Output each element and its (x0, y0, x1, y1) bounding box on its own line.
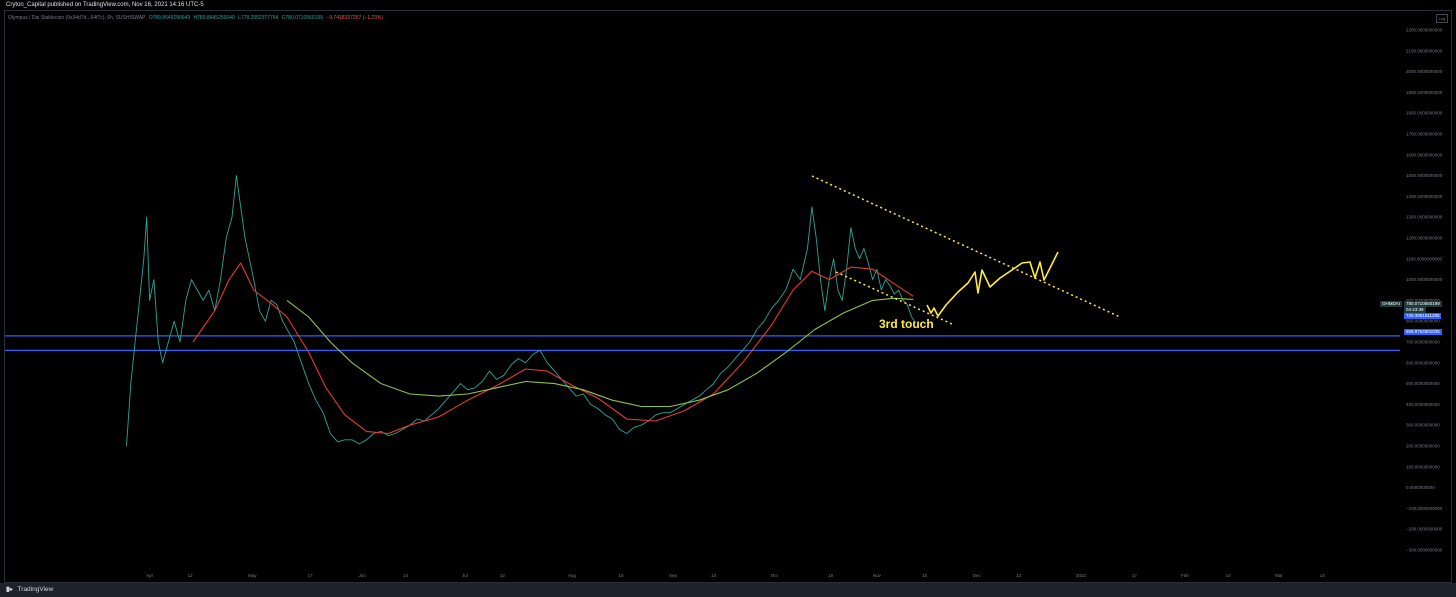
support-levels[interactable] (5, 335, 1400, 351)
x-tick-label: Jul (462, 573, 468, 578)
y-tick-label: 2000.0000000000 (1406, 69, 1443, 74)
y-tick-label: 1100.0000000000 (1406, 256, 1442, 261)
y-tick-label: 200.0000000000 (1406, 444, 1440, 449)
x-tick-label: 14 (1320, 573, 1326, 578)
y-tick-label: 0.0000000000 (1406, 485, 1435, 490)
upper-trendline (811, 175, 1121, 318)
x-tick-label: Nov (873, 573, 882, 578)
last-price-tag: 780.0710560199 (1404, 301, 1442, 307)
x-tick-label: 12 (500, 573, 506, 578)
y-tick-label: 500.0000000000 (1406, 381, 1440, 386)
series-lines[interactable] (126, 175, 917, 447)
projected-path-drawing (926, 251, 1059, 317)
y-tick-label: −200.0000000000 (1406, 527, 1443, 532)
y-tick-label: 400.0000000000 (1406, 402, 1440, 407)
y-tick-label: 2100.0000000000 (1406, 48, 1443, 53)
y-axis[interactable]: 2200.0000000000 2100.0000000000 2000.00000… (1406, 28, 1443, 553)
high-value: H789.8645256649 (193, 15, 235, 21)
x-axis[interactable]: Apr 12 May 17 Jun 14 Jul 12 Aug 16 Sep 13 Oct 18 Nov 15… (146, 573, 1325, 578)
y-tick-label: −100.0000000000 (1406, 506, 1443, 511)
symbol-tag: OHMDAI (1380, 301, 1402, 307)
x-tick-label: Aug (568, 573, 577, 578)
symbol-name: Olympus / Dai Stablecoin (0x34d7d...64f7… (8, 15, 146, 21)
third-touch-annotation: 3rd touch (879, 317, 934, 331)
x-tick-label: Feb (1181, 573, 1189, 578)
y-tick-label: 600.0000000000 (1406, 360, 1440, 365)
lower-level-tag: 659.8754801035 (1404, 329, 1442, 335)
y-tick-label: 700.0000000000 (1406, 340, 1440, 345)
y-tick-label: 1200.0000000000 (1406, 236, 1443, 241)
low-value: L778.2552377764 (238, 15, 279, 21)
footer-bar: ▮▸ TradingView (0, 583, 1456, 597)
y-tick-label: 1400.0000000000 (1406, 194, 1443, 199)
log-scale-button[interactable]: Log (1436, 14, 1448, 23)
x-tick-label: 17 (308, 573, 314, 578)
change-value: −9.7418327257 (−1.23%) (326, 15, 384, 21)
upper-level-tag: 729.3961611285 (1404, 313, 1442, 319)
publisher-header: Cryton_Capital published on TradingView.… (0, 0, 1456, 10)
footer-brand: TradingView (17, 586, 54, 593)
ma-fast-line (192, 262, 914, 435)
y-tick-label: 1500.0000000000 (1406, 173, 1443, 178)
x-tick-label: 18 (828, 573, 834, 578)
y-tick-label: 1800.0000000000 (1406, 111, 1443, 116)
y-tick-label: −300.0000000000 (1406, 548, 1443, 553)
y-tick-label: 1600.0000000000 (1406, 152, 1443, 157)
x-tick-label: 15 (922, 573, 928, 578)
x-tick-label: 13 (1016, 573, 1022, 578)
symbol-legend: Olympus / Dai Stablecoin (0x34d7d...64f7… (8, 15, 383, 21)
lower-trendline (835, 271, 953, 325)
tradingview-logo-icon: ▮▸ (6, 586, 13, 593)
x-tick-label: Jun (359, 573, 367, 578)
trend-drawings[interactable] (811, 175, 1121, 325)
close-value: C780.0710560199 (281, 15, 323, 21)
x-tick-label: 17 (1132, 573, 1138, 578)
countdown-tag: 04:43:39 (1404, 307, 1426, 313)
ma-slow-line (286, 297, 914, 408)
y-tick-label: 1900.0000000000 (1406, 90, 1443, 95)
x-tick-label: May (248, 573, 257, 578)
x-tick-label: Oct (771, 573, 779, 578)
y-tick-label: 800.0000000000 (1406, 319, 1440, 324)
x-tick-label: 14 (1226, 573, 1232, 578)
x-tick-label: 13 (711, 573, 717, 578)
price-series-line (126, 175, 917, 447)
x-tick-label: 16 (618, 573, 624, 578)
chart-frame (4, 10, 1452, 583)
publisher-text: Cryton_Capital published on TradingView.… (6, 2, 204, 8)
x-tick-label: Dec (973, 573, 982, 578)
x-tick-label: Mar (1275, 573, 1283, 578)
x-tick-label: Apr (146, 573, 154, 578)
x-tick-label: 12 (188, 573, 194, 578)
y-tick-label: 900.0000000000 (1406, 298, 1440, 303)
y-tick-label: 2200.0000000000 (1406, 28, 1443, 33)
y-tick-label: 300.0000000000 (1406, 423, 1440, 428)
y-tick-label: 100.0000000000 (1406, 464, 1440, 469)
x-tick-label: 2022 (1076, 573, 1087, 578)
y-tick-label: 1300.0000000000 (1406, 215, 1443, 220)
x-tick-label: Sep (669, 573, 678, 578)
x-tick-label: 14 (403, 573, 409, 578)
y-tick-label: 1000.0000000000 (1406, 277, 1443, 282)
y-tick-label: 1700.0000000000 (1406, 132, 1443, 137)
open-value: O789.8649256649 (148, 15, 191, 21)
